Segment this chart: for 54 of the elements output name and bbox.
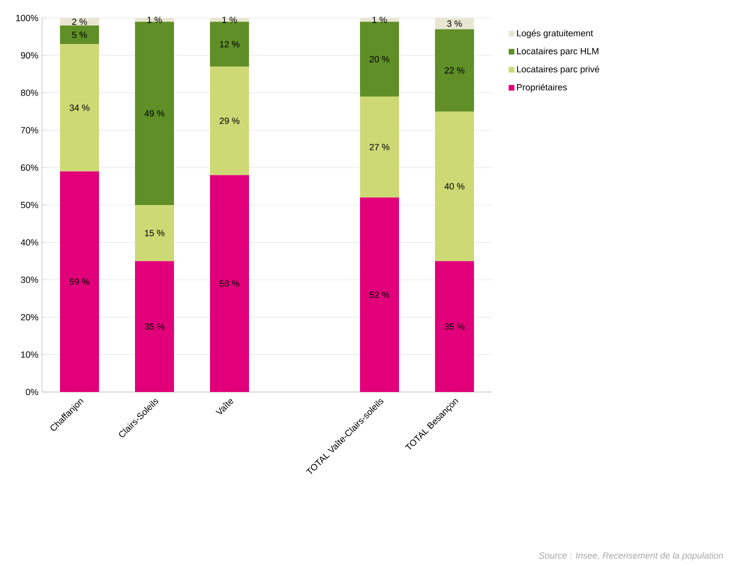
bar: [135, 22, 174, 205]
data-label: 58 %: [220, 280, 240, 287]
data-label: 49 %: [144, 110, 164, 117]
data-label: 12 %: [220, 41, 240, 48]
bar: [435, 18, 474, 30]
data-label: 59 %: [70, 278, 90, 285]
legend-label: Propriétaires: [517, 84, 567, 92]
data-label: 52 %: [370, 292, 390, 298]
y-tick-label: 50%: [20, 202, 38, 208]
y-tick-label: 20%: [20, 314, 38, 320]
y-tick-label: 90%: [20, 52, 38, 59]
bar: [210, 175, 249, 392]
data-label: 20 %: [370, 56, 390, 62]
bar: [210, 22, 249, 67]
y-tick-label: 40%: [20, 239, 38, 246]
data-label: 5 %: [72, 32, 87, 38]
bar: [135, 205, 174, 262]
y-tick-label: 30%: [20, 276, 38, 283]
bar: [60, 171, 99, 392]
legend-label: Logés gratuitement: [517, 30, 594, 38]
data-label: 40 %: [444, 183, 464, 190]
data-label: 1 %: [147, 16, 162, 23]
data-label: 3 %: [447, 20, 462, 27]
bar: [435, 29, 474, 112]
y-tick-label: 60%: [20, 164, 38, 171]
source-note: Source : Insee, Recensement de la population: [538, 552, 724, 560]
data-label: 22 %: [444, 67, 464, 74]
y-tick-label: 10%: [21, 351, 38, 358]
data-label: 27 %: [370, 144, 390, 150]
y-tick-label: 70%: [20, 127, 38, 134]
bar: [360, 22, 400, 97]
data-label: 34 %: [70, 104, 90, 111]
bar: [60, 25, 99, 44]
data-label: 1 %: [372, 16, 387, 23]
bar: [360, 198, 400, 392]
bar: [435, 112, 474, 262]
bar: [135, 261, 174, 392]
data-label: 35 %: [144, 323, 164, 330]
bar: [60, 18, 99, 26]
bar: [210, 66, 249, 176]
x-tick-label: Vaîte: [215, 399, 234, 414]
bar: [435, 261, 474, 392]
bar: [60, 44, 99, 172]
data-label: 1 %: [222, 16, 237, 23]
y-tick-label: 0%: [26, 388, 38, 396]
data-label: 2 %: [72, 18, 87, 25]
y-tick-label: 100%: [16, 14, 38, 22]
legend-label: Locataires parc privé: [517, 66, 600, 74]
data-label: 15 %: [144, 230, 164, 236]
data-label: 35 %: [444, 323, 464, 330]
bar: [360, 96, 400, 198]
legend-label: Locataires parc HLM: [517, 48, 598, 56]
data-label: 29 %: [220, 118, 240, 124]
y-tick-label: 80%: [20, 90, 38, 96]
